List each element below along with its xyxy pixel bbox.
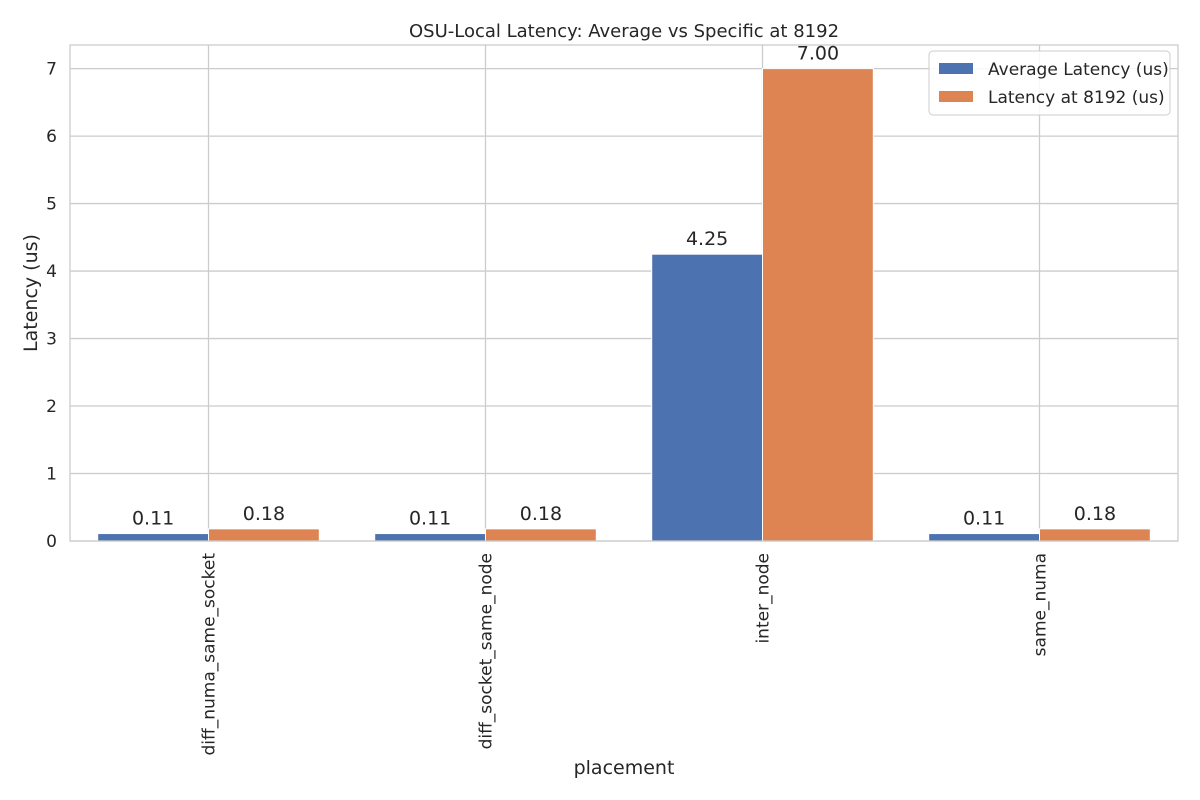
y-tick-labels: 0 1 2 3 4 5 6 7 bbox=[46, 60, 57, 552]
x-tick-label: inter_node bbox=[754, 553, 774, 644]
bar-diff_numa_same_socket-series-2 bbox=[208, 528, 320, 542]
plot-frame bbox=[69, 44, 1179, 542]
bar-diff_socket_same_node-series-1 bbox=[374, 533, 487, 542]
bars bbox=[97, 68, 1151, 542]
x-axis-label: placement bbox=[574, 757, 675, 779]
bar-value-label: 0.18 bbox=[1074, 503, 1116, 525]
y-tick-label: 0 bbox=[46, 532, 57, 552]
bar-value-label: 7.00 bbox=[797, 43, 839, 65]
legend-label-latency-at-8192: Latency at 8192 (us) bbox=[988, 88, 1165, 108]
legend-box bbox=[928, 50, 1171, 116]
bar-same_numa-series-1 bbox=[928, 533, 1041, 542]
bar-value-label: 0.18 bbox=[243, 503, 285, 525]
bar-inter_node-series-1 bbox=[651, 253, 764, 542]
y-axis-label: Latency (us) bbox=[20, 234, 42, 352]
bar-same_numa-series-2 bbox=[1039, 528, 1151, 542]
bar-value-label: 0.11 bbox=[409, 508, 451, 530]
legend-label-average-latency: Average Latency (us) bbox=[988, 60, 1169, 80]
bar-diff_numa_same_socket-series-1 bbox=[97, 533, 209, 542]
bar-diff_socket_same_node-series-2 bbox=[485, 528, 597, 542]
data-labels: 0.11 0.11 4.25 0.11 0.18 0.18 7.00 0.18 bbox=[132, 43, 1116, 530]
y-tick-label: 1 bbox=[46, 465, 57, 485]
bar-inter_node-series-2 bbox=[762, 68, 874, 542]
legend: Average Latency (us) Latency at 8192 (us… bbox=[928, 50, 1171, 116]
chart-title: OSU-Local Latency: Average vs Specific a… bbox=[409, 21, 839, 42]
legend-swatch-latency-at-8192 bbox=[939, 91, 973, 102]
y-tick-label: 7 bbox=[46, 60, 57, 80]
y-tick-label: 4 bbox=[46, 262, 57, 282]
x-tick-label: diff_socket_same_node bbox=[477, 553, 497, 749]
bar-value-label: 4.25 bbox=[686, 228, 728, 250]
y-tick-label: 5 bbox=[46, 195, 57, 215]
x-tick-label: same_numa bbox=[1031, 553, 1051, 656]
x-tick-labels: diff_numa_same_socket diff_socket_same_no… bbox=[200, 553, 1051, 756]
legend-swatch-average-latency bbox=[939, 63, 973, 74]
bar-value-label: 0.11 bbox=[132, 508, 174, 530]
bar-value-label: 0.11 bbox=[963, 508, 1005, 530]
y-tick-label: 2 bbox=[46, 397, 57, 417]
y-tick-label: 3 bbox=[46, 330, 57, 350]
y-tick-label: 6 bbox=[46, 127, 57, 147]
bar-value-label: 0.18 bbox=[520, 503, 562, 525]
x-tick-label: diff_numa_same_socket bbox=[200, 553, 220, 756]
